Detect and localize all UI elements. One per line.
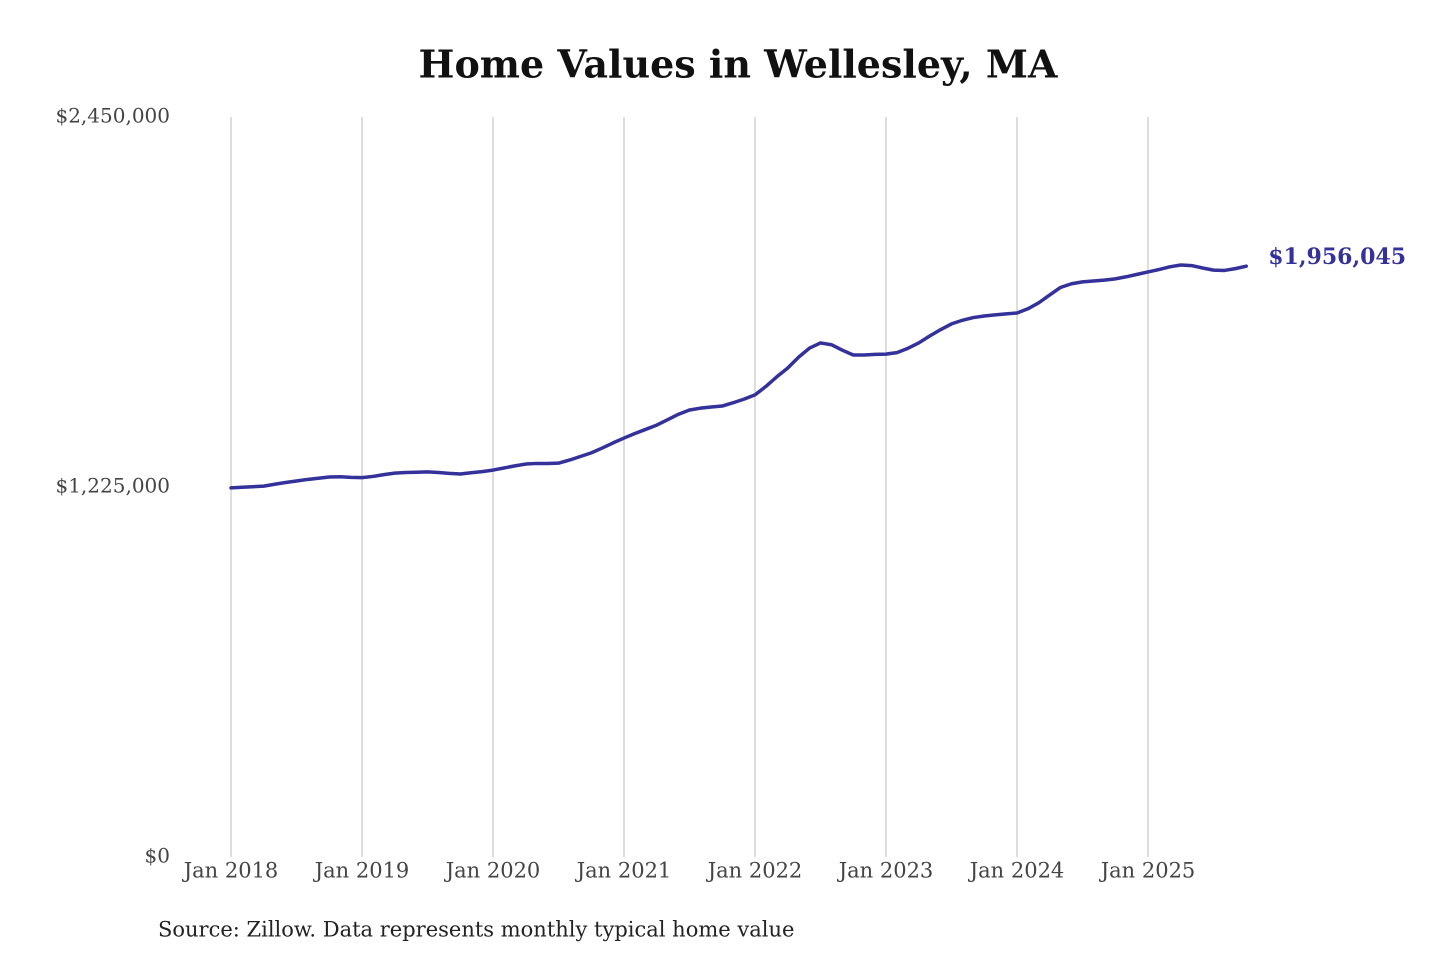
line-series: [229, 263, 1248, 490]
x-tick-label: Jan 2019: [313, 859, 410, 883]
x-tick-label: Jan 2018: [182, 859, 279, 883]
x-tick-label: Jan 2023: [837, 859, 934, 883]
x-tick-label: Jan 2020: [444, 859, 541, 883]
x-tick-label: Jan 2024: [968, 859, 1065, 883]
y-tick-label: $0: [145, 844, 170, 868]
source-note: Source: Zillow. Data represents monthly …: [158, 918, 794, 942]
y-tick-label: $1,225,000: [55, 474, 170, 498]
chart-title: Home Values in Wellesley, MA: [419, 42, 1058, 87]
y-tick-label: $2,450,000: [55, 104, 170, 128]
x-tick-label: Jan 2021: [575, 859, 672, 883]
x-tick-label: Jan 2025: [1099, 859, 1196, 883]
x-tick-label: Jan 2022: [706, 859, 803, 883]
end-value-label: $1,956,045: [1268, 244, 1406, 270]
